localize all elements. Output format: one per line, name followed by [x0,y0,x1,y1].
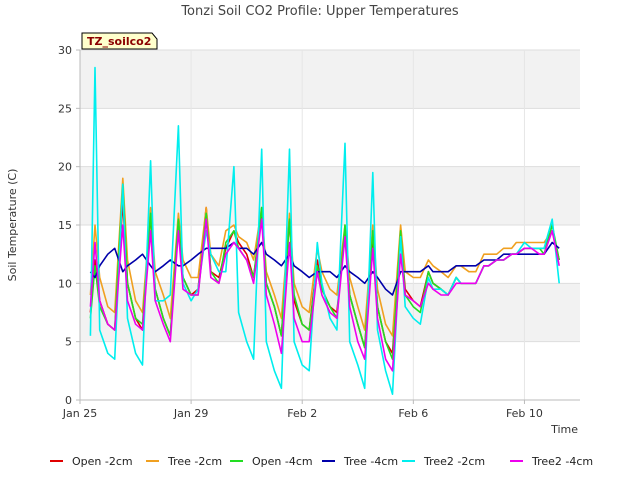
legend-label: Open -4cm [252,455,313,468]
site-tag-label: TZ_soilco2 [87,35,151,48]
chart-title: Tonzi Soil CO2 Profile: Upper Temperatur… [180,4,459,19]
legend-label: Tree2 -4cm [531,455,593,468]
x-tick-label: Feb 6 [398,407,428,420]
legend-label: Tree -4cm [343,455,398,468]
legend-label: Tree -2cm [167,455,222,468]
plot-band [80,50,580,109]
y-tick-label: 0 [65,394,72,407]
y-tick-label: 25 [58,102,72,115]
x-axis-title: Time [550,423,578,436]
series-line [89,241,560,296]
x-tick-label: Feb 2 [287,407,317,420]
x-tick-label: Jan 25 [62,407,97,420]
y-axis-title: Soil Temperature (C) [6,169,19,282]
site-tag-box [81,32,158,50]
y-tick-label: 5 [65,336,72,349]
x-tick-label: Jan 29 [173,407,208,420]
plot-band [80,166,580,225]
series-line [89,218,560,372]
plot-band [80,341,580,400]
series-lines [89,66,560,396]
plot-area [80,50,580,400]
legend: Open -2cm Tree -2cm Open -4cm Tree -4cm Tree… [50,455,593,468]
y-tick-label: 15 [58,219,72,232]
legend-label: Tree2 -2cm [423,455,485,468]
axes: 0 5 10 15 20 25 30 Jan 25 Jan 29 Feb 2 Feb 6 Feb 10 [58,44,580,420]
y-tick-label: 20 [58,161,72,174]
site-tag: TZ_soilco2 [81,32,158,50]
y-tick-label: 30 [58,44,72,57]
legend-label: Open -2cm [72,455,133,468]
x-tick-label: Feb 10 [506,407,543,420]
plot-band [80,108,580,167]
y-tick-label: 10 [58,277,72,290]
